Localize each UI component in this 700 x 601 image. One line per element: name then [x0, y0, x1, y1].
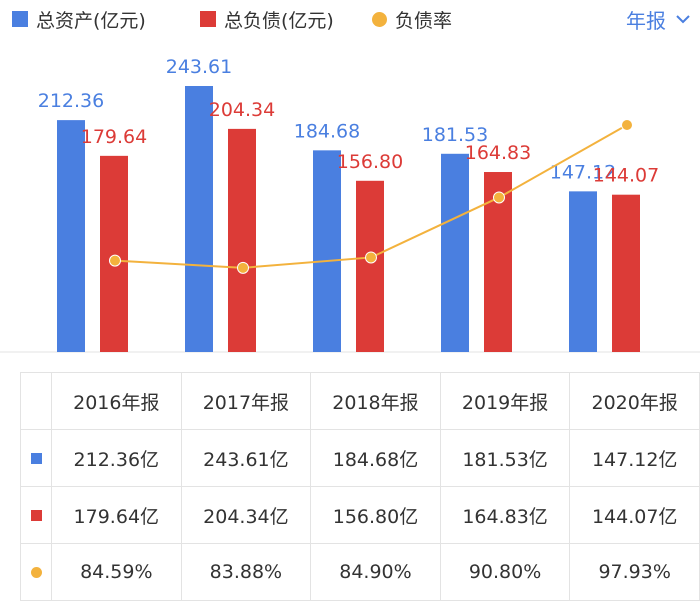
assets-square-marker	[30, 453, 42, 464]
table-cell: 184.68亿	[310, 429, 441, 487]
bar-line-chart: 212.36 243.61 184.68 181.53 147.12 179.64 204…	[0, 56, 700, 353]
bar-liabilities-0[interactable]	[100, 155, 128, 352]
ratio-point-2[interactable]	[365, 251, 377, 264]
series-liabilities	[100, 128, 640, 352]
bar-liabilities-1[interactable]	[228, 128, 256, 352]
table-corner-cell	[20, 372, 52, 430]
ratio-point-4[interactable]	[621, 118, 633, 131]
table-row-liabilities: 179.64亿 204.34亿 156.80亿 164.83亿 144.07亿	[20, 486, 700, 544]
liabilities-square-marker	[30, 510, 42, 521]
table-cell: 164.83亿	[439, 486, 571, 544]
chart-legend: 总资产(亿元) 总负债(亿元) 负债率	[0, 4, 700, 34]
table-header-cell: 2019年报	[439, 372, 571, 430]
table-row-assets: 212.36亿 243.61亿 184.68亿 181.53亿 147.12亿	[20, 429, 700, 487]
table-cell: 90.80%	[439, 543, 571, 601]
legend-ratio[interactable]: 负债率	[372, 4, 452, 34]
row-marker-cell	[20, 543, 52, 601]
ratio-point-3[interactable]	[493, 191, 505, 204]
bar-liabilities-4[interactable]	[612, 194, 640, 352]
table-header-cell: 2017年报	[180, 372, 312, 430]
labels-liabilities: 179.64 204.34 156.80 164.83 144.07	[81, 99, 659, 187]
data-label-liabilities-4: 144.07	[593, 165, 659, 187]
table-row-ratio: 84.59% 83.88% 84.90% 90.80% 97.93%	[20, 543, 700, 601]
table-cell: 84.59%	[51, 543, 182, 601]
ratio-dot-marker	[30, 567, 42, 578]
bar-liabilities-2[interactable]	[356, 180, 384, 352]
bar-assets-3[interactable]	[441, 153, 469, 352]
bar-assets-4[interactable]	[569, 191, 597, 352]
legend-liabilities[interactable]: 总负债(亿元)	[200, 4, 334, 34]
row-marker-cell	[20, 429, 52, 487]
table-cell: 147.12亿	[569, 429, 700, 487]
data-label-liabilities-3: 164.83	[465, 142, 531, 164]
period-selector-label: 年报	[626, 8, 666, 33]
legend-liabilities-label: 总负债(亿元)	[224, 9, 334, 32]
legend-liabilities-swatch	[200, 11, 216, 27]
table-cell: 97.93%	[569, 543, 700, 601]
data-label-liabilities-2: 156.80	[337, 151, 403, 173]
legend-ratio-label: 负债率	[395, 9, 453, 32]
table-cell: 144.07亿	[569, 486, 700, 544]
row-marker-cell	[20, 486, 52, 544]
table-header-cell: 2018年报	[310, 372, 441, 430]
ratio-point-1[interactable]	[237, 261, 249, 274]
chevron-down-icon	[676, 15, 690, 24]
data-label-assets-3: 181.53	[422, 124, 488, 146]
bar-assets-2[interactable]	[313, 150, 341, 352]
data-label-assets-2: 184.68	[294, 120, 360, 142]
data-label-assets-0: 212.36	[38, 90, 104, 112]
period-selector[interactable]: 年报	[626, 4, 690, 34]
bar-assets-0[interactable]	[57, 120, 85, 352]
data-label-assets-1: 243.61	[166, 56, 232, 78]
ratio-points	[109, 118, 633, 274]
legend-assets-swatch	[12, 11, 28, 27]
legend-assets[interactable]: 总资产(亿元)	[12, 4, 146, 34]
table-header-cell: 2020年报	[569, 372, 700, 430]
table-header-row: 2016年报 2017年报 2018年报 2019年报 2020年报	[20, 372, 700, 430]
data-label-liabilities-0: 179.64	[81, 126, 147, 148]
table-cell: 156.80亿	[310, 486, 441, 544]
data-label-assets-4: 147.12	[550, 161, 616, 183]
data-table: 2016年报 2017年报 2018年报 2019年报 2020年报 212.3…	[20, 372, 700, 601]
ratio-point-0[interactable]	[109, 254, 121, 267]
legend-ratio-swatch	[372, 11, 387, 27]
series-assets	[57, 86, 597, 352]
bar-assets-1[interactable]	[185, 86, 213, 352]
table-cell: 204.34亿	[180, 486, 312, 544]
labels-assets: 212.36 243.61 184.68 181.53 147.12	[38, 56, 616, 183]
table-cell: 212.36亿	[51, 429, 182, 487]
table-cell: 179.64亿	[51, 486, 182, 544]
data-label-liabilities-1: 204.34	[209, 99, 275, 121]
table-header-cell: 2016年报	[51, 372, 182, 430]
table-cell: 83.88%	[180, 543, 312, 601]
table-cell: 243.61亿	[180, 429, 312, 487]
table-cell: 181.53亿	[439, 429, 571, 487]
legend-assets-label: 总资产(亿元)	[36, 9, 146, 32]
